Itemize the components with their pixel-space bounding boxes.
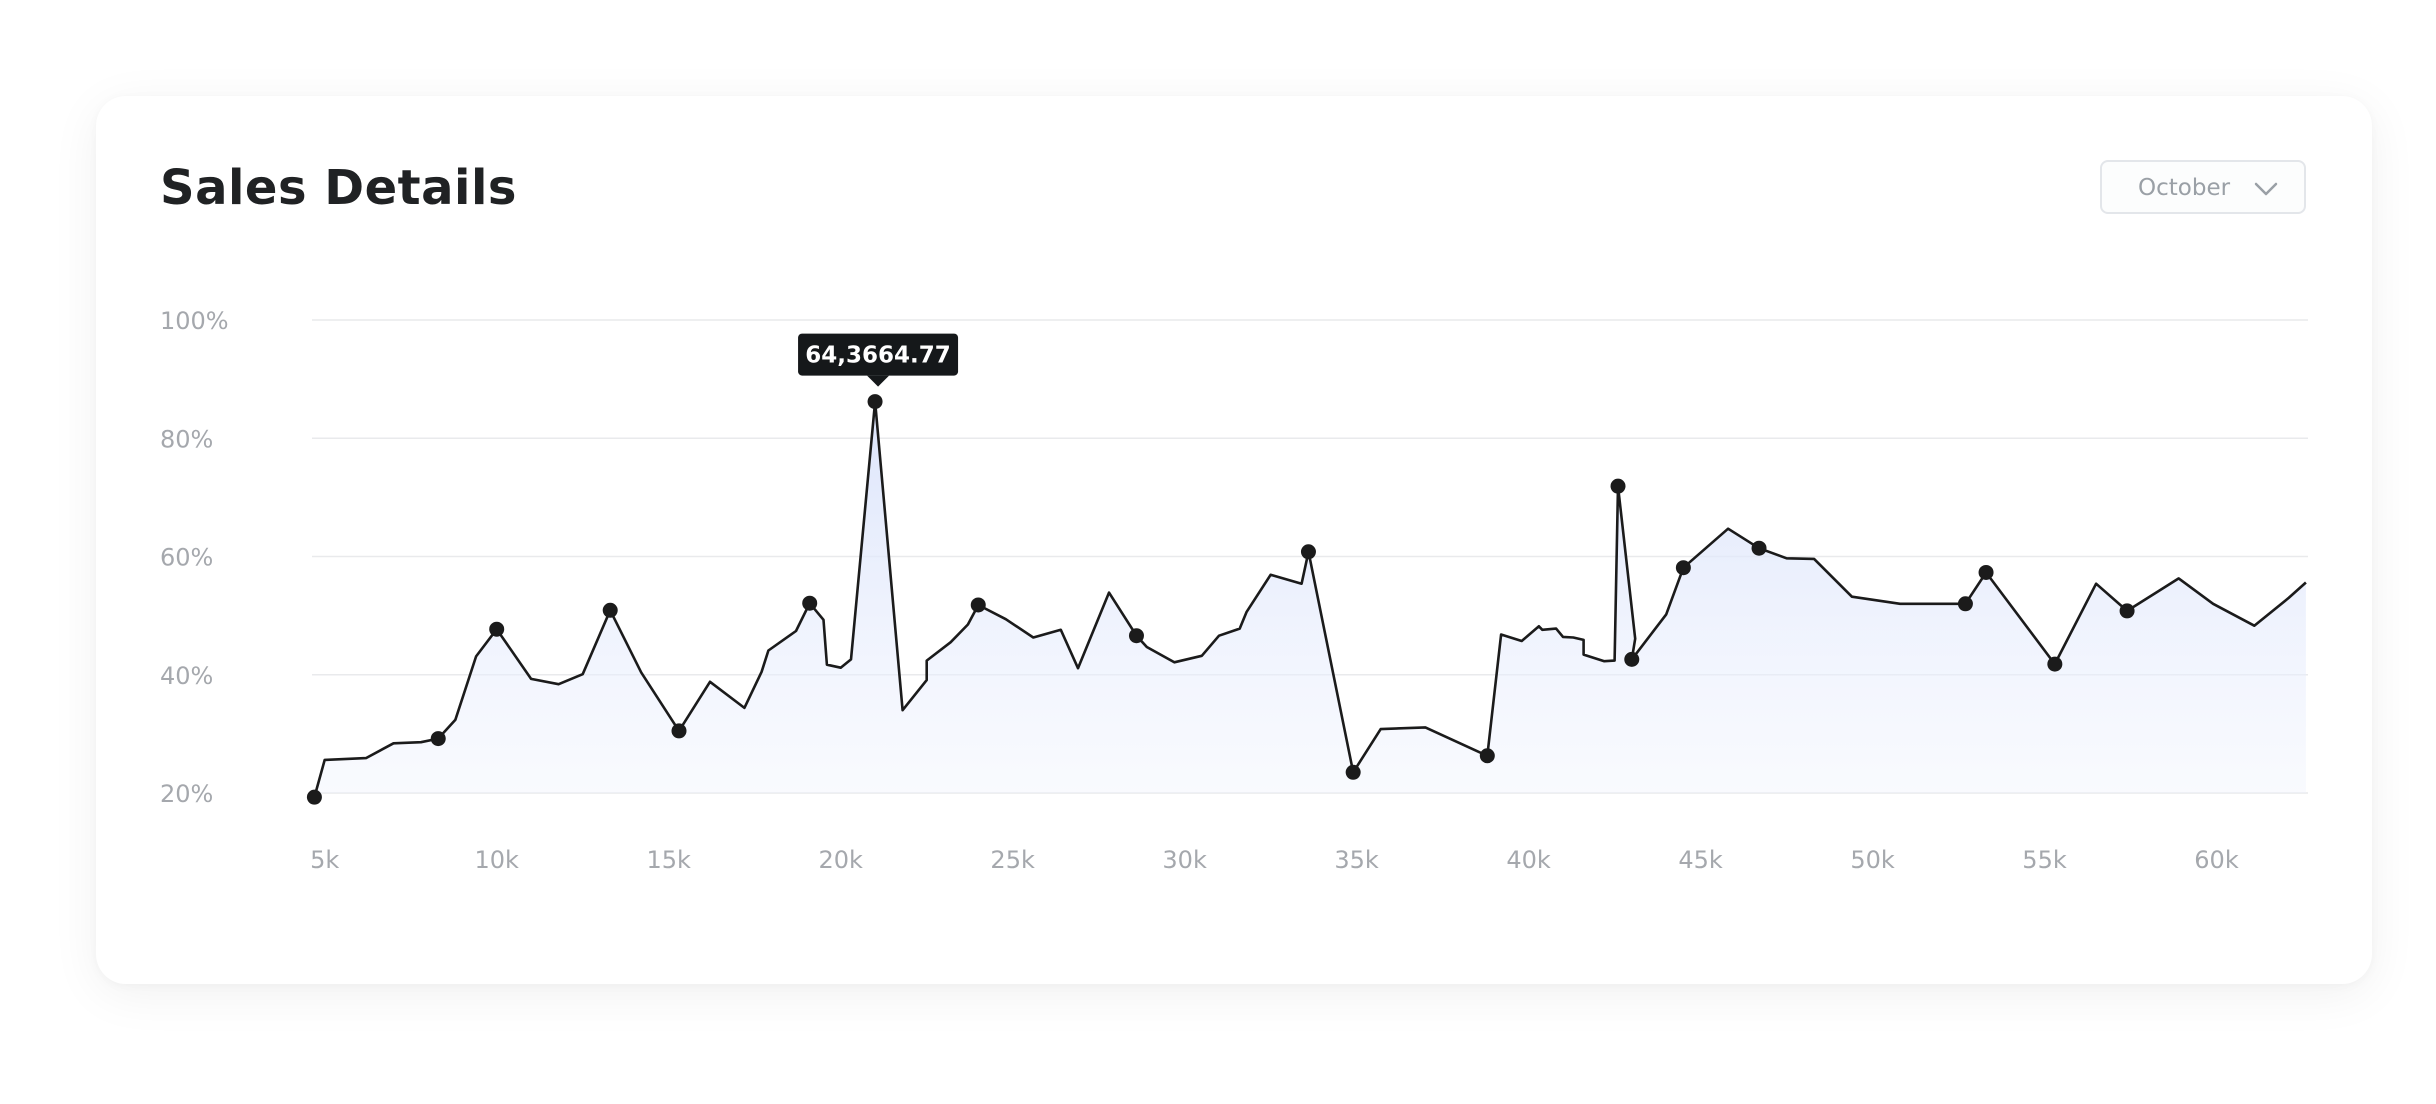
x-tick-label: 5k — [310, 846, 339, 874]
y-tick-label: 80% — [160, 425, 213, 453]
month-select-value: October — [2138, 175, 2231, 201]
data-point[interactable] — [1751, 540, 1767, 556]
data-point[interactable] — [1128, 628, 1144, 644]
tooltip-pointer — [867, 375, 890, 387]
data-point[interactable] — [1345, 764, 1361, 780]
series-area — [314, 401, 2306, 798]
tooltip-box — [798, 333, 959, 376]
y-tick-label: 20% — [160, 780, 213, 808]
data-point[interactable] — [867, 394, 883, 410]
y-tick-label: 100% — [160, 307, 229, 335]
data-point[interactable] — [802, 595, 818, 611]
x-tick-label: 10k — [474, 846, 519, 874]
x-tick-label: 45k — [1678, 846, 1723, 874]
data-point[interactable] — [306, 789, 322, 805]
x-axis: 5k 10k 15k 20k 25k 30k 35k 40k 45k 50k 55k 60k — [310, 846, 2239, 874]
data-point[interactable] — [602, 602, 618, 618]
y-tick-label: 40% — [160, 662, 213, 690]
data-point[interactable] — [1300, 544, 1316, 560]
data-point[interactable] — [430, 731, 446, 747]
y-axis: 20% 40% 60% 80% 100% — [160, 307, 229, 808]
data-points — [306, 394, 2135, 805]
chart-title: Sales Details — [160, 160, 517, 216]
data-point[interactable] — [1479, 748, 1495, 764]
x-tick-label: 30k — [1162, 846, 1207, 874]
x-tick-label: 60k — [2194, 846, 2239, 874]
y-tick-label: 60% — [160, 544, 213, 572]
tooltip: 64,3664.77 — [798, 333, 959, 387]
x-tick-label: 55k — [2022, 846, 2067, 874]
data-point[interactable] — [671, 723, 687, 739]
data-point[interactable] — [489, 621, 505, 637]
data-point[interactable] — [1675, 560, 1691, 576]
month-select[interactable]: October — [2100, 160, 2306, 214]
x-tick-label: 20k — [818, 846, 863, 874]
sales-details-card — [96, 96, 2372, 984]
data-point[interactable] — [1610, 478, 1626, 494]
x-tick-label: 15k — [646, 846, 691, 874]
data-point[interactable] — [2119, 603, 2135, 619]
x-tick-label: 40k — [1506, 846, 1551, 874]
data-point[interactable] — [1957, 596, 1973, 612]
x-tick-label: 50k — [1850, 846, 1895, 874]
data-point[interactable] — [970, 597, 986, 613]
x-tick-label: 25k — [990, 846, 1035, 874]
data-point[interactable] — [1624, 651, 1640, 667]
series-line — [313, 400, 2307, 798]
data-point[interactable] — [2047, 656, 2063, 672]
tooltip-label: 64,3664.77 — [805, 343, 951, 369]
data-point[interactable] — [1978, 564, 1994, 580]
x-tick-label: 35k — [1334, 846, 1379, 874]
chevron-down-icon — [2254, 182, 2278, 196]
